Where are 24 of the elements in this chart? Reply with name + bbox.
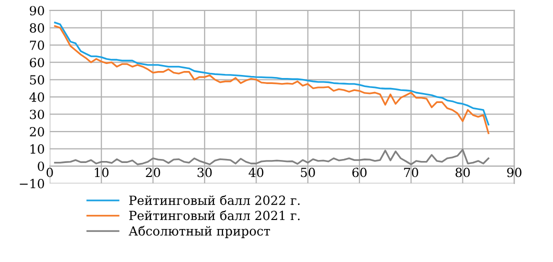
x-tick-label: 10 <box>94 168 109 178</box>
y-tick-label: 30 <box>30 110 44 120</box>
y-tick-label: 70 <box>30 40 44 50</box>
x-tick-label: 30 <box>198 168 212 178</box>
x-tick-label: 50 <box>300 168 315 178</box>
legend-label: Рейтинговый балл 2022 г. <box>129 195 300 205</box>
x-tick-label: 40 <box>248 168 264 178</box>
y-tick-label: 60 <box>30 58 44 68</box>
y-tick-label: 50 <box>30 75 44 85</box>
legend-label: Абсолютный прирост <box>128 226 270 238</box>
y-tick-label: −10 <box>20 178 44 188</box>
x-tick-label: 70 <box>404 168 418 178</box>
x-tick-label: 0 <box>46 168 53 178</box>
y-tick-label: 90 <box>30 6 44 16</box>
legend-label: Рейтинговый балл 2021 г. <box>129 210 300 220</box>
y-tick-label: 80 <box>30 23 44 33</box>
x-tick-label: 90 <box>507 168 522 178</box>
y-tick-label: 20 <box>30 126 44 136</box>
y-tick-label: 40 <box>29 92 44 102</box>
x-tick-label: 20 <box>146 168 160 178</box>
x-tick-label: 80 <box>456 168 470 178</box>
x-tick-label: 60 <box>352 168 367 178</box>
y-tick-label: 10 <box>30 144 44 154</box>
line-series <box>54 148 490 166</box>
